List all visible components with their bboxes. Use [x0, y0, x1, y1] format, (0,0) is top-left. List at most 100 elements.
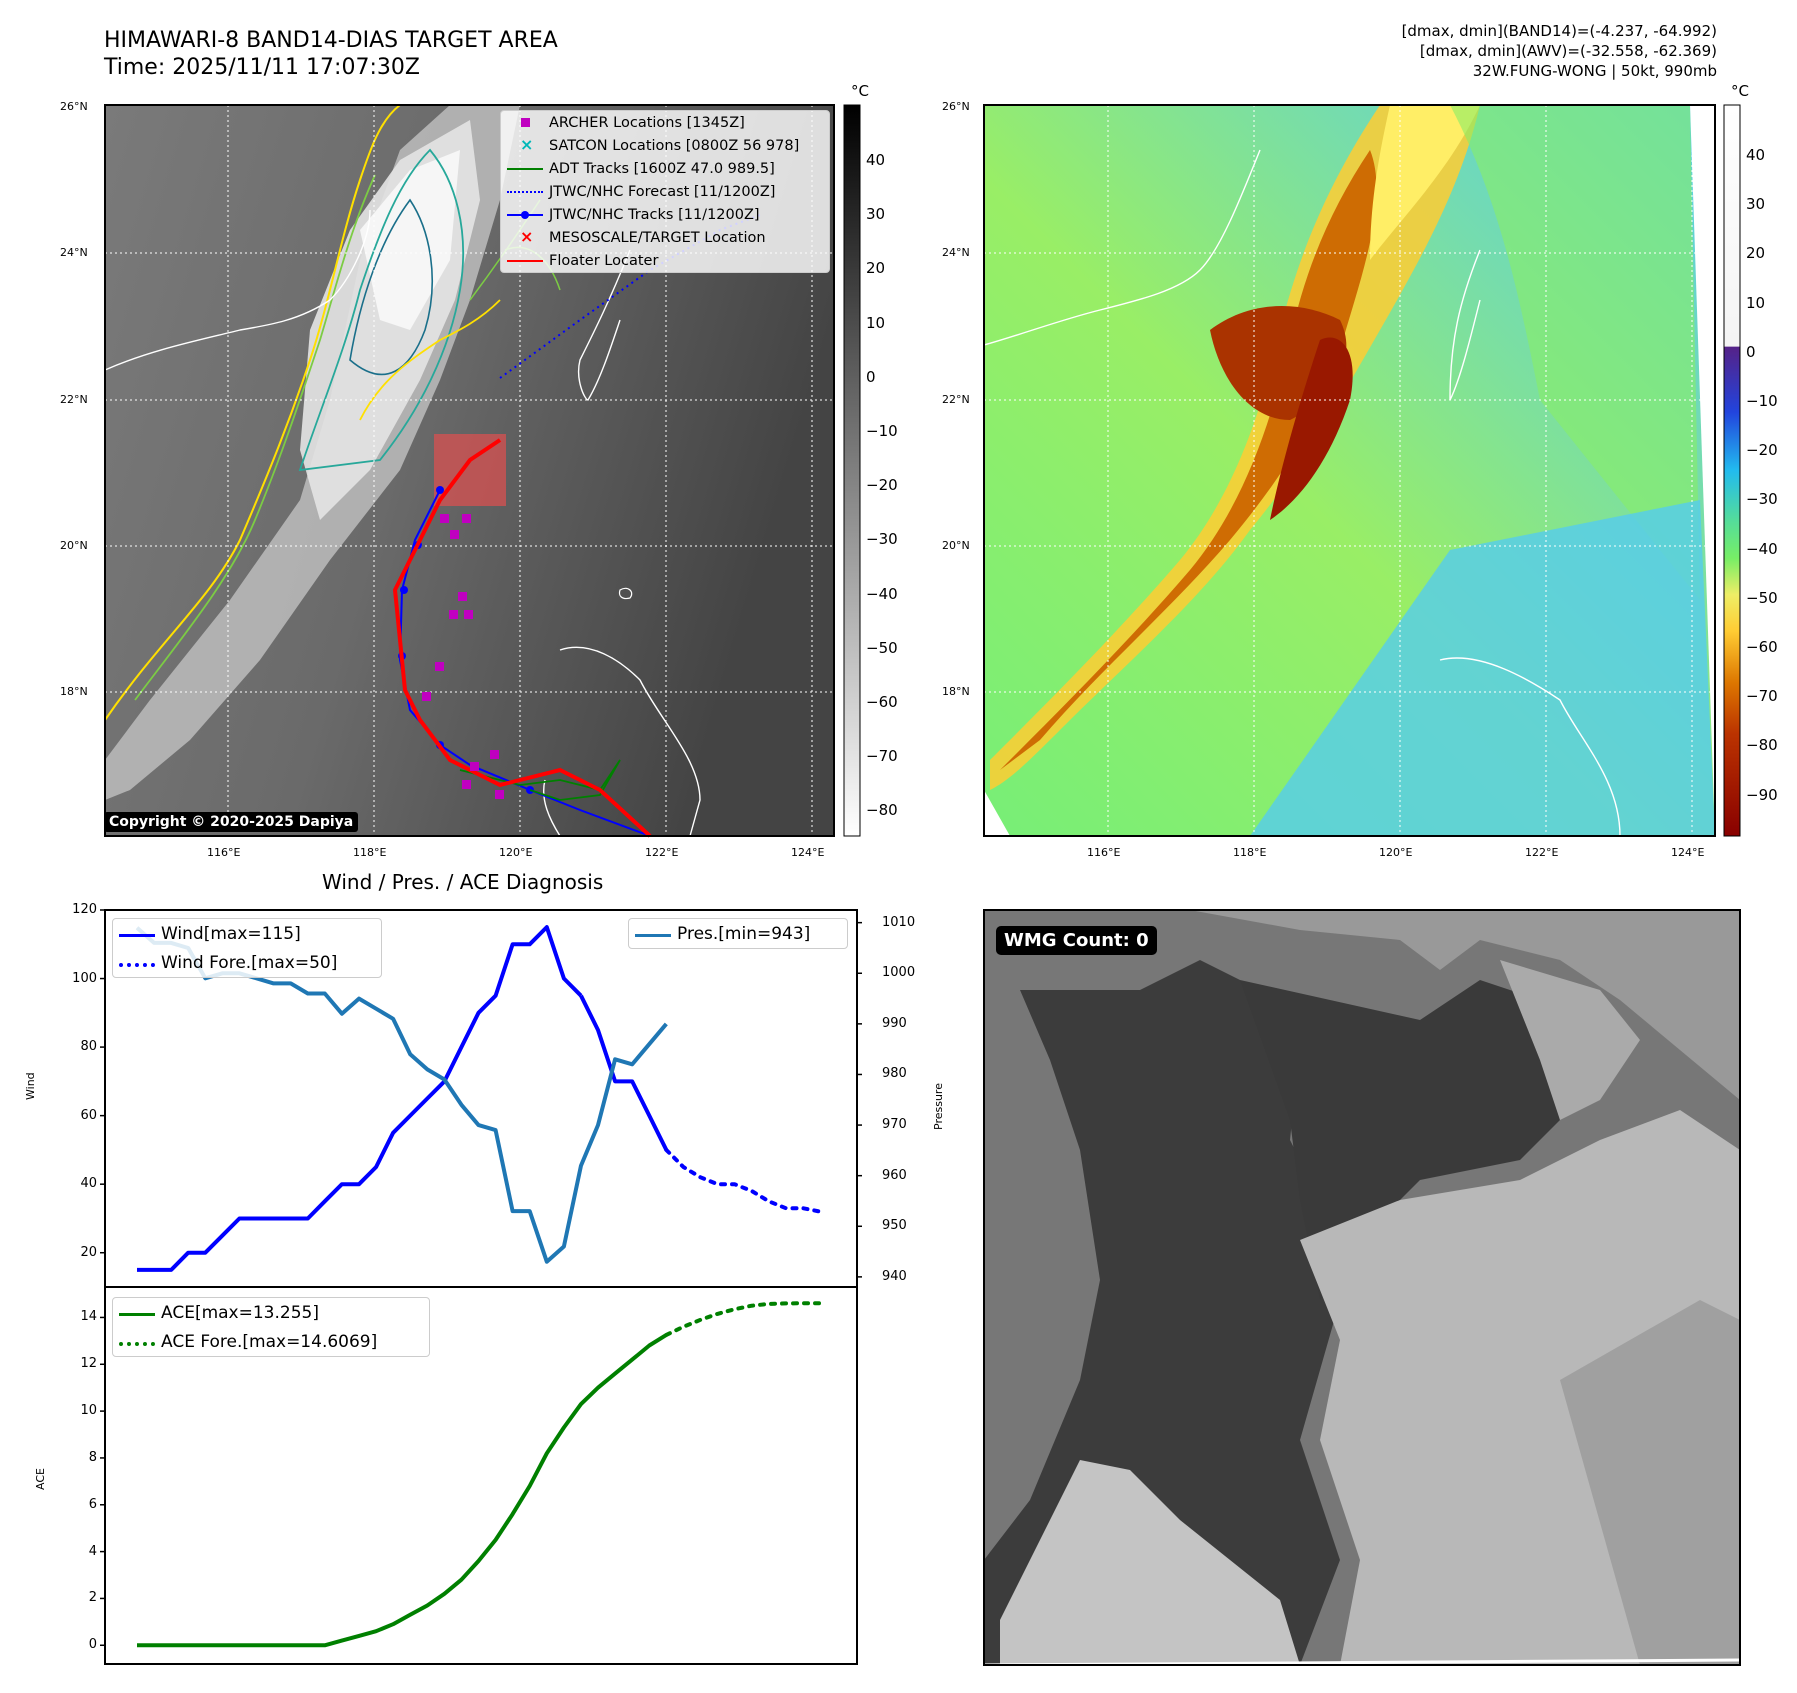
awv-lon-118: 118°E: [1233, 846, 1267, 859]
ir-colorbar-tick: −60: [866, 693, 898, 711]
wmg-panel: [983, 909, 1741, 1667]
legend-pressure: Pres.[min=943]: [629, 919, 847, 948]
ir-colorbar: [843, 104, 861, 837]
awv-colorbar-tick: 10: [1746, 293, 1766, 312]
awv-colorbar-tick: −10: [1746, 392, 1778, 410]
ir-colorbar-tick: −70: [866, 747, 898, 766]
wind-legend: Wind[max=115] Wind Fore.[max=50]: [112, 918, 382, 978]
legend-pressure-label: Pres.[min=943]: [677, 923, 811, 944]
awv-colorbar-unit: °C: [1731, 82, 1749, 100]
awv-colorbar-tick: 20: [1746, 244, 1766, 263]
series-line-ace-fore-max-14-6069-: [664, 1301, 822, 1337]
series-line-wind-max-115-: [137, 925, 583, 1272]
ir-colorbar-tick: 0: [866, 367, 876, 386]
legend-target: × MESOSCALE/TARGET Location: [520, 227, 766, 246]
legend-ace-fore: ACE Fore.[max=14.6069]: [113, 1327, 429, 1356]
awv-colorbar-tick: −80: [1746, 736, 1778, 755]
legend-archer-label: ARCHER Locations [1345Z]: [549, 114, 745, 131]
wind-axis-label: Wind: [24, 1072, 37, 1100]
pressure-tick-label: 990: [882, 1015, 907, 1031]
ace-tick-label: 2: [88, 1590, 97, 1606]
chart-title: Wind / Pres. / ACE Diagnosis: [322, 870, 604, 894]
ir-lon-118: 118°E: [353, 846, 387, 859]
legend-ace: ACE[max=13.255]: [113, 1298, 429, 1327]
ir-lat-18: 18°N: [60, 685, 88, 698]
pressure-tick-label: 950: [882, 1218, 907, 1234]
legend-jtwc-tracks-label: JTWC/NHC Tracks [11/1200Z]: [549, 206, 760, 223]
series-line-ace-max-13-255-: [137, 1333, 668, 1648]
legend-ace-label: ACE[max=13.255]: [161, 1302, 319, 1323]
figure-title: HIMAWARI-8 BAND14-DIAS TARGET AREA: [104, 28, 558, 53]
legend-jtwc-forecast: JTWC/NHC Forecast [11/1200Z]: [501, 180, 829, 203]
pressure-tick-label: 940: [882, 1268, 907, 1284]
awv-lat-18: 18°N: [942, 685, 970, 698]
awv-lon-116: 116°E: [1087, 846, 1121, 859]
awv-colorbar: [1723, 104, 1741, 837]
legend-floater-label: Floater Locater: [549, 252, 659, 269]
ir-lon-122: 122°E: [645, 846, 679, 859]
series-line-wind-fore-max-50-: [664, 1147, 822, 1214]
awv-lon-124: 124°E: [1671, 846, 1705, 859]
ir-lon-124: 124°E: [791, 846, 825, 859]
legend-archer: ARCHER Locations [1345Z]: [501, 111, 829, 134]
awv-colorbar-tick: −60: [1746, 638, 1778, 656]
ir-colorbar-tick: −30: [866, 530, 898, 549]
ace-tick-label: 10: [80, 1403, 97, 1419]
awv-colorbar-tick: 0: [1746, 342, 1756, 361]
ir-lon-116: 116°E: [207, 846, 241, 859]
legend-satcon-label: SATCON Locations [0800Z 56 978]: [549, 137, 800, 154]
info-awv: [dmax, dmin](AWV)=(-32.558, -62.369): [1419, 42, 1717, 60]
ace-axis-label: ACE: [34, 1468, 47, 1490]
ir-colorbar-tick: −20: [866, 476, 898, 495]
ir-colorbar-tick: 10: [866, 313, 886, 332]
ir-legend: ARCHER Locations [1345Z] × SATCON Locatio…: [500, 110, 830, 273]
pressure-tick-label: 960: [882, 1167, 907, 1183]
wind-tick-label: 100: [72, 970, 97, 986]
legend-target-label: MESOSCALE/TARGET Location: [549, 229, 766, 246]
legend-adt: ADT Tracks [1600Z 47.0 989.5]: [501, 157, 829, 180]
ir-lat-22: 22°N: [60, 393, 88, 406]
awv-panel: [983, 104, 1716, 837]
awv-colorbar-tick: −40: [1746, 539, 1778, 558]
wind-tick-label: 80: [80, 1039, 97, 1055]
ace-tick-label: 0: [88, 1637, 97, 1653]
ir-lat-24: 24°N: [60, 246, 88, 259]
awv-colorbar-tick: 40: [1746, 146, 1766, 164]
legend-wind-label: Wind[max=115]: [161, 923, 301, 944]
legend-ace-fore-label: ACE Fore.[max=14.6069]: [161, 1331, 378, 1352]
ace-tick-label: 12: [80, 1356, 97, 1372]
copyright-badge: Copyright © 2020-2025 Dapiya: [104, 812, 359, 832]
awv-colorbar-tick: −70: [1746, 687, 1778, 706]
wind-tick-label: 40: [80, 1176, 97, 1192]
pressure-tick-label: 1000: [882, 965, 916, 981]
info-storm: 32W.FUNG-WONG | 50kt, 990mb: [1472, 62, 1717, 80]
wind-tick-label: 20: [80, 1244, 97, 1260]
awv-lat-22: 22°N: [942, 393, 970, 406]
ir-lon-120: 120°E: [499, 846, 533, 859]
awv-lon-120: 120°E: [1379, 846, 1413, 859]
awv-lat-24: 24°N: [942, 246, 970, 259]
pressure-tick-label: 970: [882, 1117, 907, 1133]
awv-lat-20: 20°N: [942, 539, 970, 552]
awv-colorbar-tick: −20: [1746, 441, 1778, 460]
legend-adt-label: ADT Tracks [1600Z 47.0 989.5]: [549, 160, 775, 177]
ir-colorbar-tick: 20: [866, 259, 886, 278]
legend-floater: Floater Locater: [501, 249, 829, 272]
awv-lat-26: 26°N: [942, 100, 970, 113]
ir-colorbar-tick: −10: [866, 422, 898, 440]
info-band14: [dmax, dmin](BAND14)=(-4.237, -64.992): [1401, 22, 1717, 40]
ace-tick-label: 14: [80, 1309, 97, 1325]
ir-colorbar-tick: 40: [866, 151, 886, 169]
legend-satcon: × SATCON Locations [0800Z 56 978]: [520, 135, 800, 154]
ir-lat-20: 20°N: [60, 539, 88, 552]
awv-colorbar-tick: 30: [1746, 195, 1766, 214]
legend-jtwc-forecast-label: JTWC/NHC Forecast [11/1200Z]: [549, 183, 776, 200]
wind-tick-label: 120: [72, 902, 97, 917]
ir-colorbar-tick: −40: [866, 584, 898, 603]
ir-colorbar-tick: 30: [866, 205, 886, 224]
ace-tick-label: 6: [88, 1496, 97, 1512]
awv-colorbar-tick: −30: [1746, 490, 1778, 509]
ace-tick-label: 4: [88, 1543, 97, 1559]
legend-jtwc-tracks: JTWC/NHC Tracks [11/1200Z]: [501, 203, 829, 226]
pressure-legend: Pres.[min=943]: [628, 918, 848, 949]
